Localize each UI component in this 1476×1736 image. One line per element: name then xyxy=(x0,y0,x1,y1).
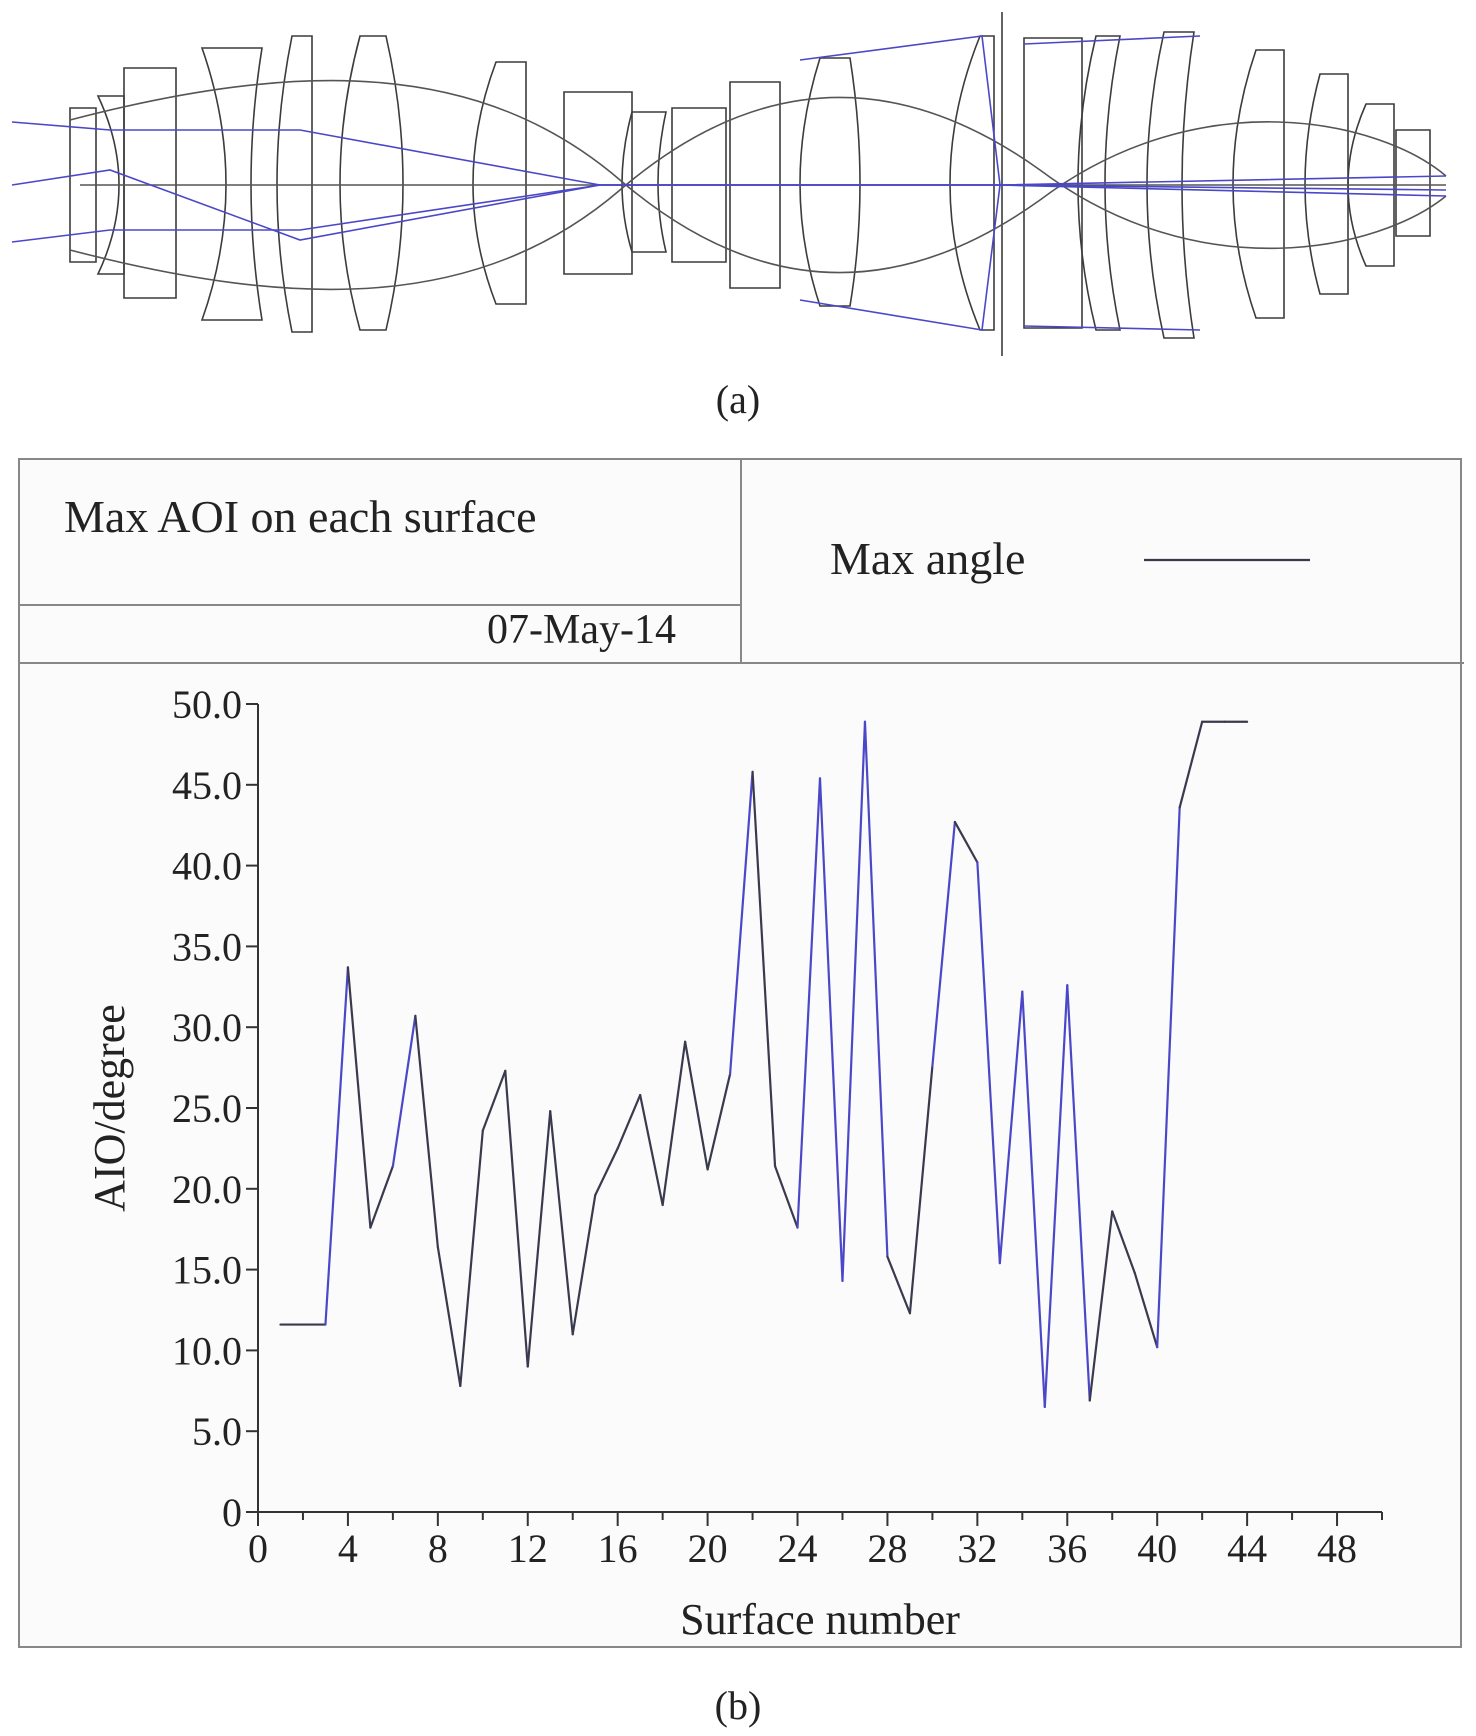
x-tick-label: 12 xyxy=(508,1526,548,1571)
series-segment xyxy=(886,1255,912,1315)
series-segment xyxy=(661,1040,687,1207)
series-segment xyxy=(998,990,1024,1265)
series-segment xyxy=(616,1093,642,1150)
series-segment xyxy=(931,820,956,1068)
series-segment xyxy=(1156,806,1181,1349)
y-tick-label: 15.0 xyxy=(172,1248,242,1293)
series-segment xyxy=(796,777,822,1229)
y-tick-label: 10.0 xyxy=(172,1328,242,1373)
series-segment xyxy=(1178,720,1204,809)
x-tick-label: 0 xyxy=(248,1526,268,1571)
y-tick-label: 20.0 xyxy=(172,1167,242,1212)
series-segment xyxy=(594,1147,619,1197)
series-segment xyxy=(1066,984,1091,1402)
x-axis-title: Surface number xyxy=(680,1595,960,1644)
x-tick-label: 36 xyxy=(1047,1526,1087,1571)
x-tick-label: 8 xyxy=(428,1526,448,1571)
panel-b-label: (b) xyxy=(714,1683,762,1728)
panel-a-label: (a) xyxy=(715,377,761,422)
y-tick-label: 50.0 xyxy=(172,682,242,727)
series-segment xyxy=(841,720,867,1283)
x-tick-label: 32 xyxy=(957,1526,997,1571)
series-segment xyxy=(773,1165,799,1229)
series-segment xyxy=(571,1194,597,1336)
series-segment xyxy=(414,1014,439,1249)
series-segment xyxy=(639,1093,664,1207)
lens-layout-diagram xyxy=(11,12,1447,356)
legend-label: Max angle xyxy=(830,533,1026,584)
x-tick-label: 44 xyxy=(1227,1526,1267,1571)
series-segment xyxy=(391,1014,417,1168)
series-segment xyxy=(504,1069,529,1368)
x-tick-label: 28 xyxy=(867,1526,907,1571)
header-divider-date xyxy=(20,604,742,606)
series-segment xyxy=(1133,1271,1159,1349)
chart-title: Max AOI on each surface xyxy=(64,491,537,542)
series-segment xyxy=(1021,990,1046,1409)
series-segment xyxy=(526,1110,552,1368)
x-tick-label: 24 xyxy=(778,1526,818,1571)
y-tick-label: 0 xyxy=(222,1490,242,1535)
series-segment xyxy=(436,1245,462,1388)
y-tick-label: 45.0 xyxy=(172,763,242,808)
series-segment xyxy=(863,720,889,1258)
x-tick-label: 20 xyxy=(688,1526,728,1571)
y-axis-title: AIO/degree xyxy=(85,1004,134,1212)
series-segment xyxy=(369,1165,394,1229)
series-segment xyxy=(346,966,372,1229)
y-tick-label: 35.0 xyxy=(172,924,242,969)
series-segment xyxy=(818,777,844,1283)
series-segment xyxy=(976,861,1001,1265)
series-segment xyxy=(1111,1210,1136,1274)
series-segment xyxy=(549,1110,574,1336)
series-segment xyxy=(706,1072,732,1171)
x-tick-label: 40 xyxy=(1137,1526,1177,1571)
series-segment xyxy=(684,1040,709,1171)
header-divider-vertical xyxy=(740,460,742,664)
x-tick-label: 48 xyxy=(1317,1526,1357,1571)
series-segment xyxy=(459,1129,484,1388)
y-tick-label: 40.0 xyxy=(172,844,242,889)
series-segment xyxy=(908,1064,934,1315)
x-tick-label: 4 xyxy=(338,1526,358,1571)
series-segment xyxy=(481,1069,507,1132)
header-divider-bottom xyxy=(20,662,1464,664)
y-tick-label: 30.0 xyxy=(172,1005,242,1050)
series-segment xyxy=(1043,984,1069,1409)
x-tick-label: 16 xyxy=(598,1526,638,1571)
series-segment xyxy=(751,770,777,1168)
series-segment xyxy=(324,966,350,1326)
chart-date: 07-May-14 xyxy=(487,607,676,653)
series-segment xyxy=(728,770,754,1076)
y-tick-label: 5.0 xyxy=(192,1409,242,1454)
y-tick-label: 25.0 xyxy=(172,1086,242,1131)
series-segment xyxy=(953,820,979,864)
series-segment xyxy=(1088,1210,1114,1402)
